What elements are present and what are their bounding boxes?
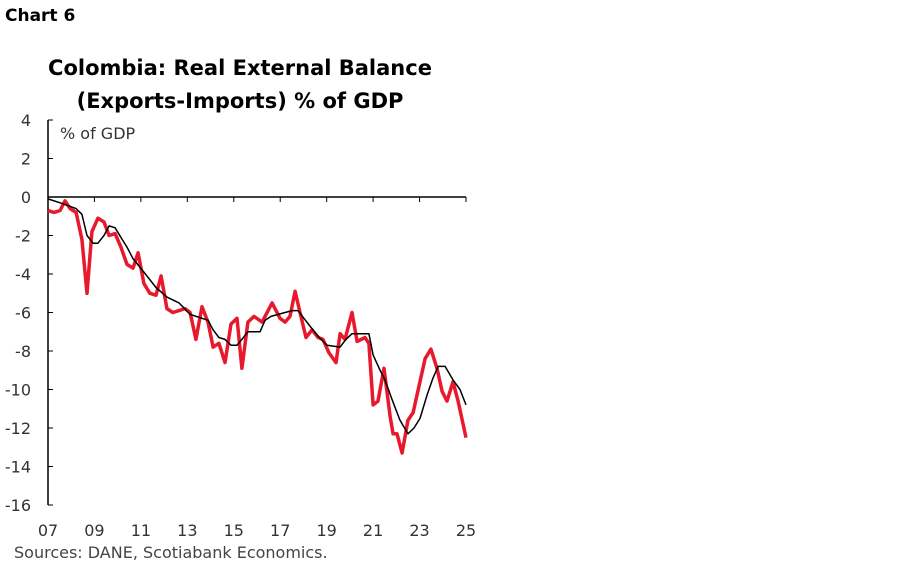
x-tick-label: 13 bbox=[177, 521, 197, 540]
y-tick-label: 2 bbox=[21, 150, 31, 169]
y-tick-label: -16 bbox=[5, 496, 31, 515]
y-tick-label: 4 bbox=[21, 111, 31, 130]
y-tick-label: -8 bbox=[15, 342, 31, 361]
source-note: Sources: DANE, Scotiabank Economics. bbox=[14, 543, 328, 562]
x-tick-label: 15 bbox=[224, 521, 244, 540]
x-tick-label: 19 bbox=[316, 521, 336, 540]
y-axis-unit-label: % of GDP bbox=[60, 124, 136, 143]
series-line-red bbox=[47, 199, 468, 455]
x-tick-label: 07 bbox=[38, 521, 58, 540]
y-tick-label: 0 bbox=[21, 188, 31, 207]
y-tick-label: -6 bbox=[15, 304, 31, 323]
y-tick-label: -10 bbox=[5, 381, 31, 400]
x-tick-label: 23 bbox=[409, 521, 429, 540]
chart-label: Chart 6 bbox=[5, 6, 76, 26]
x-tick-label: 09 bbox=[84, 521, 104, 540]
x-tick-label: 17 bbox=[270, 521, 290, 540]
y-tick-label: -14 bbox=[5, 458, 31, 477]
chart-title-line-1: Colombia: Real External Balance bbox=[48, 56, 432, 80]
x-tick-label: 25 bbox=[456, 521, 476, 540]
x-tick-label: 21 bbox=[363, 521, 383, 540]
series-line-black bbox=[47, 198, 467, 435]
y-tick-label: -12 bbox=[5, 419, 31, 438]
x-tick-label: 11 bbox=[131, 521, 151, 540]
chart-title-line-2: (Exports-Imports) % of GDP bbox=[77, 89, 404, 113]
y-tick-label: -2 bbox=[15, 227, 31, 246]
y-tick-label: -4 bbox=[15, 265, 31, 284]
